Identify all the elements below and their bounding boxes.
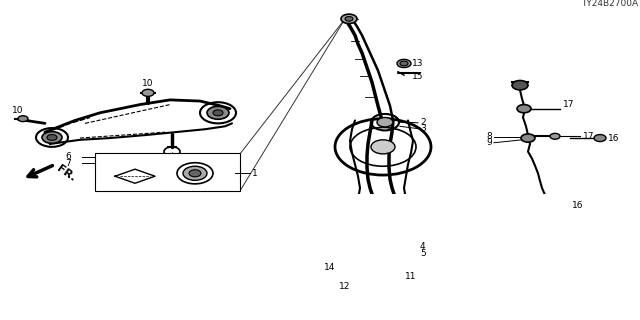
Text: 16: 16 <box>572 201 584 210</box>
Circle shape <box>346 264 358 271</box>
Text: 13: 13 <box>412 59 424 68</box>
Circle shape <box>42 132 62 143</box>
Text: 8: 8 <box>486 132 492 141</box>
Text: 10: 10 <box>142 79 154 88</box>
Text: 2: 2 <box>420 118 426 127</box>
Circle shape <box>367 247 377 252</box>
Circle shape <box>371 140 395 154</box>
Text: 6: 6 <box>65 152 71 161</box>
Text: FR.: FR. <box>55 163 77 183</box>
Circle shape <box>397 59 411 68</box>
Text: 10: 10 <box>12 106 24 115</box>
Circle shape <box>517 105 531 113</box>
Text: 9: 9 <box>486 138 492 147</box>
Circle shape <box>47 134 57 140</box>
Circle shape <box>594 134 606 141</box>
Circle shape <box>400 61 408 66</box>
Text: 17: 17 <box>583 132 595 141</box>
Circle shape <box>207 106 229 119</box>
Circle shape <box>213 110 223 116</box>
Text: 3: 3 <box>420 124 426 132</box>
Circle shape <box>550 133 560 139</box>
Text: 4: 4 <box>420 242 426 251</box>
Circle shape <box>345 17 353 21</box>
Circle shape <box>18 116 28 122</box>
Text: 1: 1 <box>252 169 258 178</box>
Circle shape <box>559 199 571 206</box>
Circle shape <box>390 247 400 252</box>
Bar <box>95 153 240 191</box>
Circle shape <box>142 89 154 96</box>
Circle shape <box>521 134 535 142</box>
Text: TY24B2700A: TY24B2700A <box>581 0 638 8</box>
Text: 5: 5 <box>420 249 426 258</box>
Text: 11: 11 <box>405 272 417 281</box>
Circle shape <box>183 166 207 180</box>
Text: 14: 14 <box>324 263 335 272</box>
Text: 12: 12 <box>339 282 350 291</box>
Text: 17: 17 <box>563 100 575 109</box>
Circle shape <box>189 170 201 177</box>
Circle shape <box>512 81 528 90</box>
Text: 7: 7 <box>65 159 71 168</box>
Circle shape <box>342 261 362 273</box>
Circle shape <box>341 14 357 24</box>
Circle shape <box>377 117 393 127</box>
Text: 16: 16 <box>608 133 620 142</box>
Text: 15: 15 <box>412 72 424 81</box>
